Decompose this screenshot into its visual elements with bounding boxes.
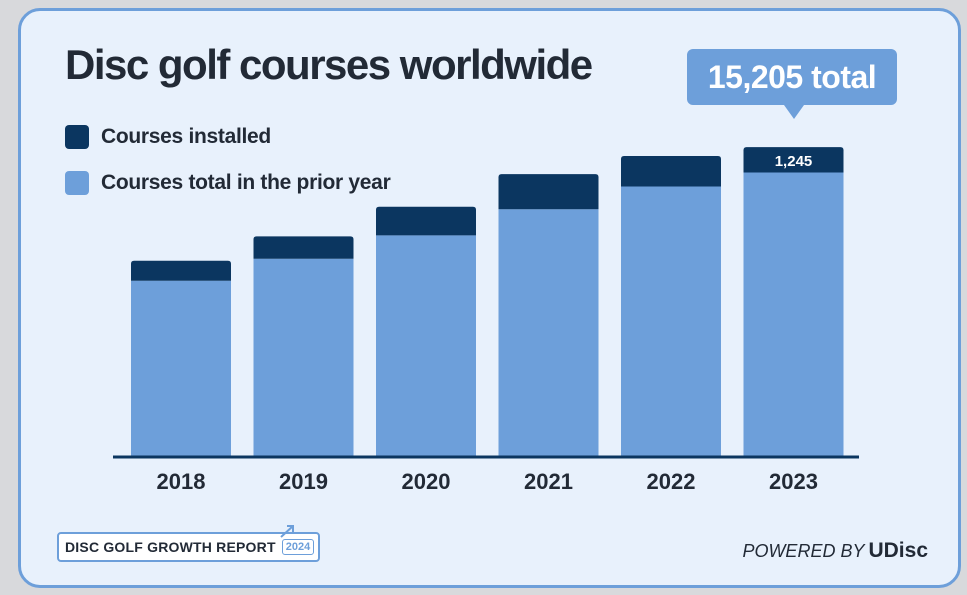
bar-installed-2022 [621,155,721,187]
legend-item-installed: Courses installed [65,125,271,149]
bar-installed-2023 [743,147,844,173]
bar-prior-total-2018 [131,280,231,456]
bar-prior-total-2022 [621,186,721,456]
stacked-bar-chart: 2018 2019 2020 2021 2022 1,245 2023 [113,147,859,494]
udisc-logo: UDisc [868,539,928,562]
callout-pointer [784,105,804,119]
legend-item-prior-total: Courses total in the prior year [65,171,391,195]
report-year: 2024 [281,539,315,555]
bar-prior-total-2021 [498,209,599,456]
x-tick-label-2020: 2020 [402,469,451,494]
legend-swatch-prior-total [65,171,89,195]
x-tick-label-2023: 2023 [769,469,818,494]
legend-label-prior-total: Courses total in the prior year [101,171,391,194]
report-name: DISC GOLF GROWTH REPORT [65,539,276,555]
total-callout: 15,205 total [687,49,897,105]
growth-report-badge: DISC GOLF GROWTH REPORT 2024 [57,525,321,562]
powered-by-text: POWERED BY [742,540,865,561]
bar-installed-2018 [131,260,231,281]
x-tick-label-2018: 2018 [157,469,206,494]
bar-installed-2021 [498,174,599,210]
chart-card: Disc golf courses worldwide Courses inst… [18,8,961,588]
powered-by: POWERED BY UDisc [742,539,928,563]
x-tick-label-2019: 2019 [279,469,328,494]
growth-arrow-icon [280,525,295,538]
x-tick-label-2021: 2021 [524,469,573,494]
bar-prior-total-2020 [376,235,476,456]
bar-prior-total-2019 [253,258,354,456]
data-label-2023: 1,245 [775,153,813,170]
bar-installed-2019 [253,236,354,259]
bar-prior-total-2023 [743,172,844,456]
bar-installed-2020 [376,206,476,236]
x-tick-label-2022: 2022 [647,469,696,494]
chart-title: Disc golf courses worldwide [65,41,593,88]
legend-swatch-installed [65,125,89,149]
legend-label-installed: Courses installed [101,125,271,148]
